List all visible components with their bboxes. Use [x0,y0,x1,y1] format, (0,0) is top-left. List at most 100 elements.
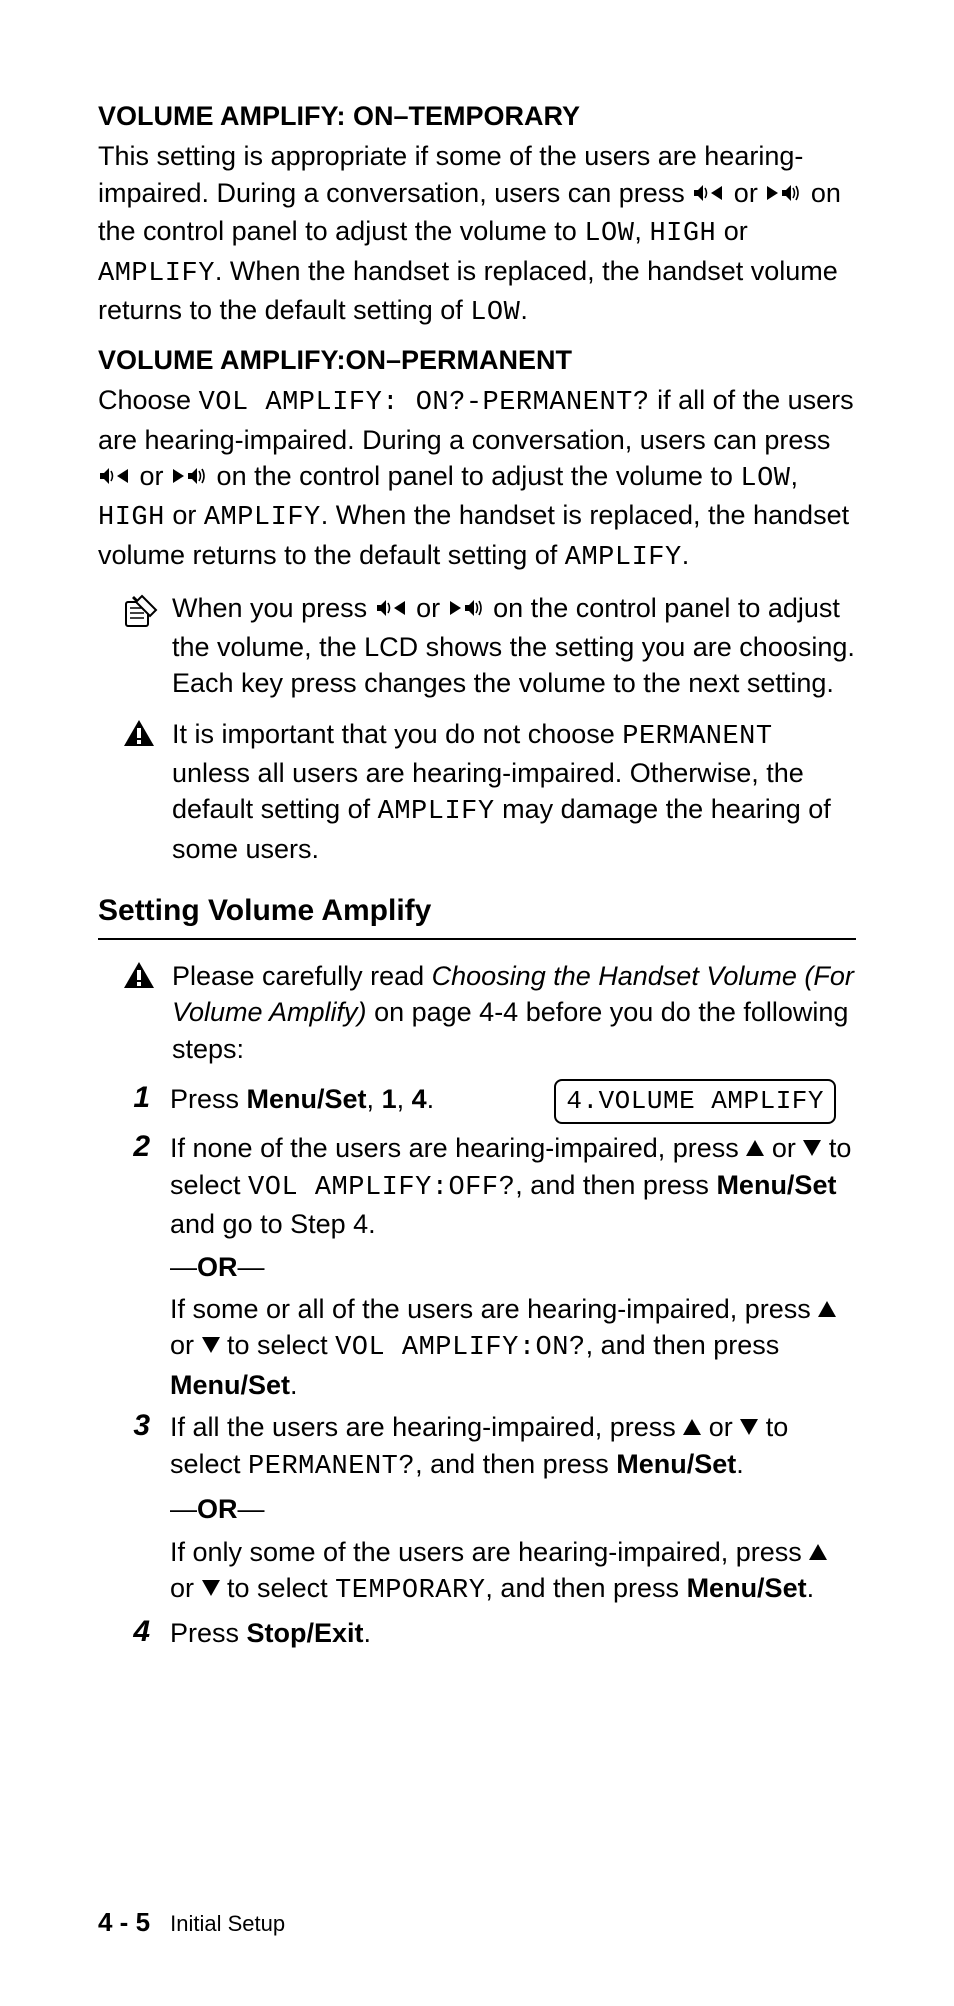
warning-icon [122,958,162,999]
key-label: Menu/Set [716,1170,836,1200]
or-separator: —OR— [170,1249,856,1285]
text: OR [197,1252,238,1282]
text: — [170,1494,197,1524]
page-footer: 4 - 5 Initial Setup [98,1905,285,1940]
arrow-down-icon [803,1140,821,1156]
text: If none of the users are hearing-impaire… [170,1133,746,1163]
text: Please carefully read [172,961,432,991]
code: PERMANENT? [248,1452,415,1482]
warning-text: Please carefully read Choosing the Hands… [172,958,856,1067]
note-icon [122,590,162,637]
section-rule [98,938,856,940]
code: VOL AMPLIFY:ON? [335,1333,586,1363]
text: . [736,1449,744,1479]
key-label: Menu/Set [247,1084,367,1114]
or-separator: —OR— [170,1491,856,1527]
volume-down-icon [375,592,409,628]
code: HIGH [649,219,716,249]
text: or [170,1573,202,1603]
text: If only some of the users are hearing-im… [170,1537,809,1567]
para-permanent: Choose VOL AMPLIFY: ON?-PERMANENT? if al… [98,382,856,576]
heading-permanent: VOLUME AMPLIFY:ON–PERMANENT [98,342,856,378]
code: AMPLIFY [565,543,682,573]
arrow-down-icon [202,1337,220,1353]
step-3: 3 If all the users are hearing-impaired,… [122,1409,856,1609]
text: or [140,461,172,491]
volume-up-icon [765,177,803,213]
section-heading: Setting Volume Amplify [98,891,856,932]
arrow-up-icon [683,1419,701,1435]
text: OR [197,1494,238,1524]
volume-down-icon [98,460,132,496]
text: or [165,500,204,530]
volume-up-icon [171,460,209,496]
step-body: 4.VOLUME AMPLIFY Press Menu/Set, 1, 4. [170,1081,836,1124]
volume-up-icon [448,592,486,628]
step-body: If all the users are hearing-impaired, p… [170,1409,856,1609]
text: — [238,1494,265,1524]
code: AMPLIFY [378,797,495,827]
code: AMPLIFY [98,259,215,289]
code: LOW [584,219,634,249]
text: If all the users are hearing-impaired, p… [170,1412,683,1442]
text: , [367,1084,382,1114]
text: or [734,178,766,208]
document-page: VOLUME AMPLIFY: ON–TEMPORARY This settin… [0,0,954,2006]
text: . [807,1573,815,1603]
key-label: 1 [382,1084,397,1114]
text: — [238,1252,265,1282]
arrow-up-icon [746,1140,764,1156]
step-4: 4 Press Stop/Exit. [122,1615,856,1651]
text: . [427,1084,435,1114]
code: AMPLIFY [204,503,321,533]
step-2: 2 If none of the users are hearing-impai… [122,1130,856,1403]
key-label: Menu/Set [687,1573,807,1603]
step-number: 2 [122,1130,150,1163]
step-body: If none of the users are hearing-impaire… [170,1130,856,1403]
footer-label: Initial Setup [170,1911,285,1936]
code: VOL AMPLIFY:OFF? [248,1173,515,1203]
key-label: Stop/Exit [247,1618,364,1648]
text: If some or all of the users are hearing-… [170,1294,818,1324]
page-number: 4 - 5 [98,1907,150,1937]
text: Press [170,1084,247,1114]
arrow-down-icon [202,1580,220,1596]
text: to select [227,1573,335,1603]
code: LOW [740,464,790,494]
text: , [634,216,649,246]
text: , and then press [415,1449,616,1479]
para-temporary: This setting is appropriate if some of t… [98,138,856,331]
text: Choose [98,385,199,415]
step-number: 3 [122,1409,150,1442]
step-1: 1 4.VOLUME AMPLIFY Press Menu/Set, 1, 4. [122,1081,856,1124]
code: HIGH [98,503,165,533]
warning-text: It is important that you do not choose P… [172,716,856,868]
volume-down-icon [692,177,726,213]
lcd-display: 4.VOLUME AMPLIFY [554,1079,836,1124]
text: or [709,1412,741,1442]
code: LOW [470,298,520,328]
text: , and then press [515,1170,716,1200]
text: , [791,461,799,491]
warning-block-2: Please carefully read Choosing the Hands… [122,958,856,1067]
text: . [682,540,690,570]
text: to select [227,1330,335,1360]
code: PERMANENT [622,722,772,752]
arrow-up-icon [809,1544,827,1560]
arrow-down-icon [740,1419,758,1435]
heading-temporary: VOLUME AMPLIFY: ON–TEMPORARY [98,98,856,134]
text: or [716,216,748,246]
key-label: Menu/Set [616,1449,736,1479]
text: — [170,1252,197,1282]
arrow-up-icon [818,1301,836,1317]
code: TEMPORARY [335,1576,485,1606]
code: VOL AMPLIFY: ON?-PERMANENT? [199,388,650,418]
text: , and then press [485,1573,686,1603]
step-number: 4 [122,1615,150,1648]
step-number: 1 [122,1081,150,1114]
key-label: 4 [412,1084,427,1114]
text: or [170,1330,202,1360]
key-label: Menu/Set [170,1370,290,1400]
warning-icon [122,716,162,757]
text: , and then press [586,1330,780,1360]
